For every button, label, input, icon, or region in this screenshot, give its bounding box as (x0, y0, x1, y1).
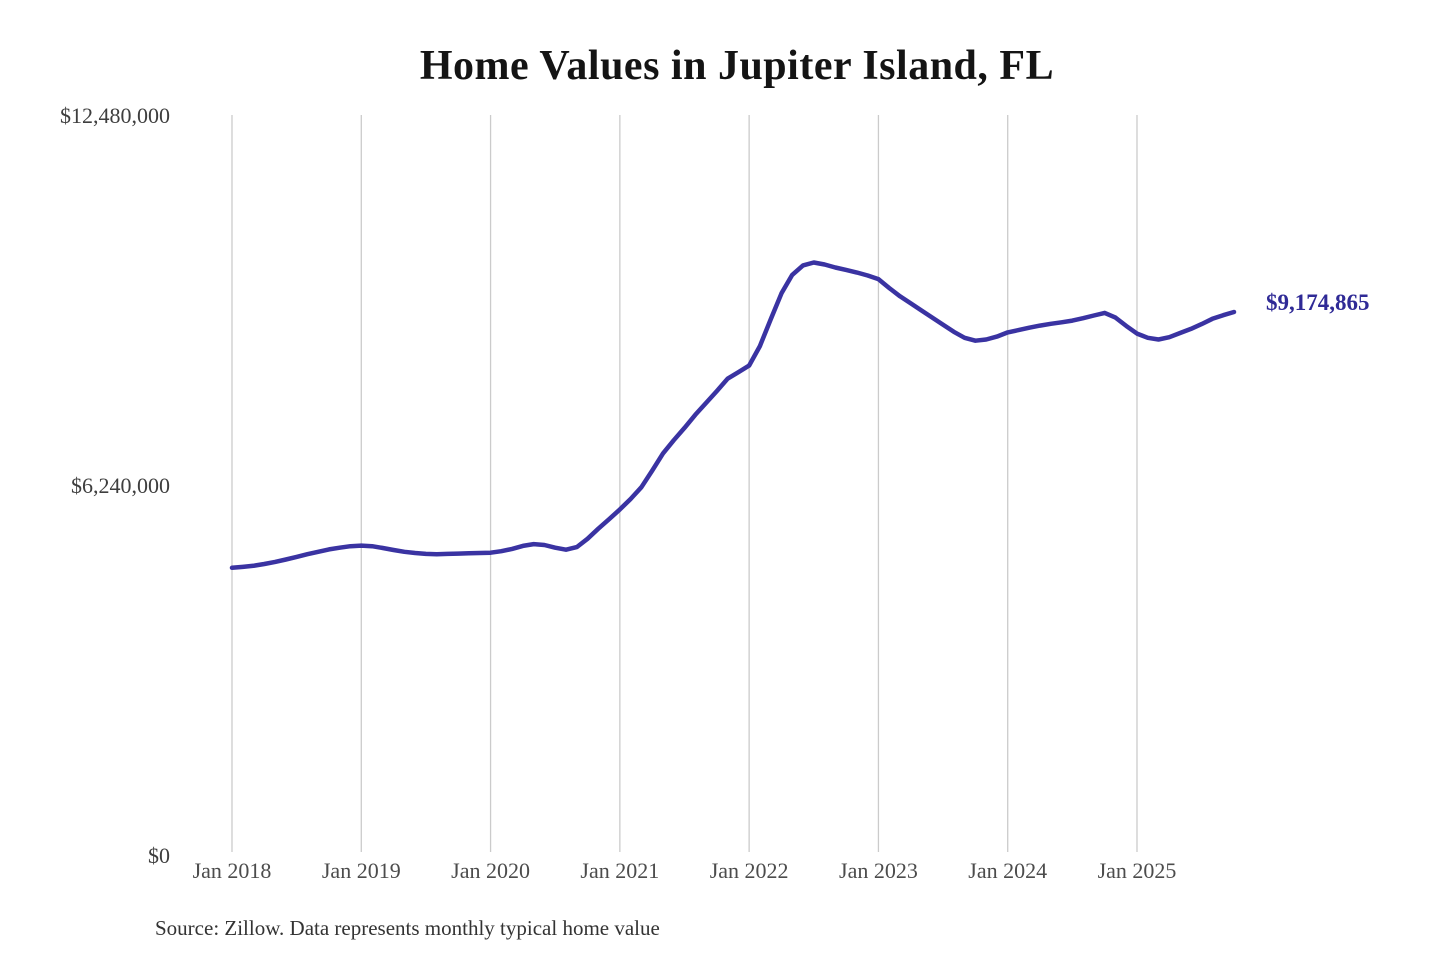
y-tick-label: $0 (148, 843, 170, 868)
x-tick-label: Jan 2020 (451, 858, 530, 883)
x-tick-label: Jan 2022 (709, 858, 789, 883)
x-tick-label: Jan 2024 (968, 858, 1048, 883)
x-tick-label: Jan 2019 (321, 858, 401, 883)
x-tick-label: Jan 2021 (580, 858, 660, 883)
x-tick-label: Jan 2018 (192, 858, 272, 883)
x-tick-label: Jan 2025 (1097, 858, 1177, 883)
y-tick-label: $12,480,000 (60, 103, 170, 128)
chart-title: Home Values in Jupiter Island, FL (419, 43, 1055, 89)
latest-value-label: $9,174,865 (1265, 289, 1370, 315)
y-tick-label: $6,240,000 (71, 473, 170, 498)
source-note: Source: Zillow. Data represents monthly … (155, 916, 660, 940)
value-line (229, 260, 1237, 571)
x-tick-label: Jan 2023 (839, 858, 918, 883)
y-axis-labels: $12,480,000 $6,240,000 $0 (0, 0, 170, 960)
